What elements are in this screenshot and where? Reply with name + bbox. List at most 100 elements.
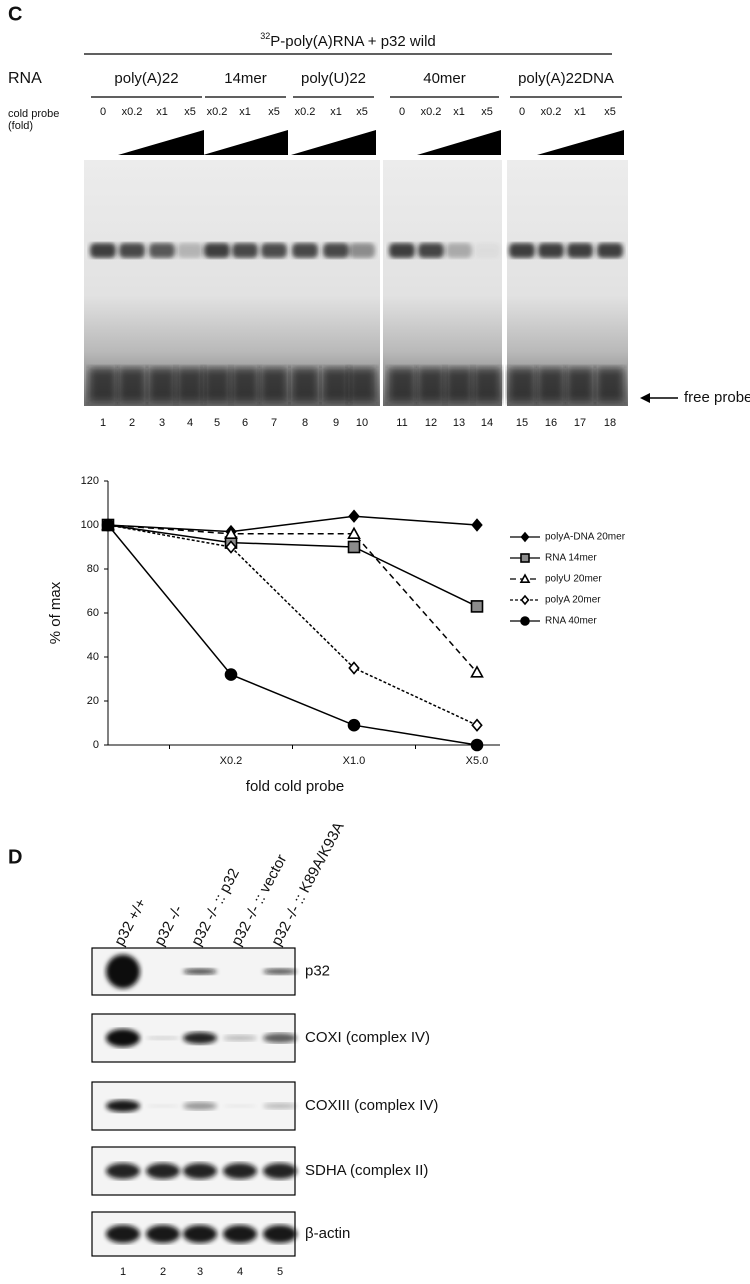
marker: [470, 600, 484, 613]
series-line: [107, 524, 478, 746]
gel-band: [418, 243, 444, 258]
gel-band: [204, 243, 230, 258]
lane-number: 15: [516, 417, 528, 429]
dose-wedge: [537, 130, 624, 155]
gel-panel: [383, 160, 502, 406]
blot-band: [146, 1163, 180, 1179]
lane-number: 10: [356, 417, 368, 429]
header-sup: 32: [260, 31, 270, 41]
gel-band: [446, 243, 472, 258]
series-line: [107, 524, 478, 673]
free-probe-band: [322, 368, 350, 402]
free-probe-band: [473, 368, 501, 402]
blot-band: [106, 954, 140, 989]
marker: [470, 665, 484, 678]
free-probe-band: [445, 368, 473, 402]
free-probe-band: [417, 368, 445, 402]
marker: [519, 573, 531, 583]
gel-band: [90, 243, 116, 258]
legend-label: polyU 20mer: [545, 574, 602, 585]
marker: [520, 616, 530, 626]
free-probe-band: [89, 368, 117, 402]
gel-band: [292, 243, 318, 258]
marker: [520, 594, 530, 606]
lane-number: 8: [302, 417, 308, 429]
x-tick-label: X5.0: [466, 755, 489, 767]
lane-condition: x5: [356, 106, 368, 118]
header-text: P-poly(A)RNA + p32 wild: [270, 33, 435, 50]
gel-panel: [84, 160, 380, 406]
lane-number: 1: [120, 1266, 126, 1278]
blot-band: [263, 1103, 297, 1109]
arrow-head: [640, 393, 650, 403]
gel-band: [509, 243, 535, 258]
panel-label: D: [8, 846, 22, 868]
series-line: [107, 524, 478, 608]
x-tick-label: X0.2: [220, 755, 243, 767]
marker: [520, 531, 530, 543]
free-probe-band: [176, 368, 204, 402]
gel-panel: [507, 160, 628, 406]
free-probe-band: [537, 368, 565, 402]
lane-number: 17: [574, 417, 586, 429]
group-label: poly(A)22: [114, 70, 178, 87]
lane-number: 1: [100, 417, 106, 429]
lane-condition: 0: [399, 106, 405, 118]
gel-band: [474, 243, 500, 258]
y-axis-label: % of max: [47, 581, 64, 644]
lane-number: 4: [237, 1266, 243, 1278]
gel-band: [323, 243, 349, 258]
blot-band: [183, 1225, 217, 1243]
dose-wedge: [118, 130, 204, 155]
gel-band: [232, 243, 258, 258]
lane-number: 7: [271, 417, 277, 429]
lane-condition: x0.2: [295, 106, 316, 118]
blot-band: [223, 1163, 257, 1179]
lane-condition: x5: [184, 106, 196, 118]
lane-number: 9: [333, 417, 339, 429]
lane-number: 11: [396, 417, 407, 429]
lane-condition: x1: [453, 106, 465, 118]
cold-probe-label: (fold): [8, 120, 33, 132]
dose-wedge: [291, 130, 376, 155]
gel-band: [567, 243, 593, 258]
panel-label: C: [8, 3, 22, 25]
lane-condition: x0.2: [207, 106, 228, 118]
marker: [520, 553, 530, 563]
lane-number: 2: [160, 1266, 166, 1278]
blot-label: p32: [305, 962, 330, 979]
marker: [347, 540, 361, 554]
lane-condition: x1: [330, 106, 342, 118]
blot-band: [146, 1036, 180, 1040]
blot-band: [106, 1163, 140, 1179]
blot-band: [183, 1163, 217, 1179]
blot-label: β-actin: [305, 1225, 350, 1242]
lane-header: p32 +/+: [111, 896, 150, 949]
blot-band: [263, 1033, 297, 1043]
lane-number: 3: [159, 417, 165, 429]
gel-band: [538, 243, 564, 258]
gel-band: [349, 243, 375, 258]
free-probe-band: [388, 368, 416, 402]
blot-label: SDHA (complex II): [305, 1162, 428, 1179]
blot-band: [263, 1225, 297, 1243]
group-label: poly(A)22DNA: [518, 70, 614, 87]
dose-wedge: [417, 130, 501, 155]
y-tick-label: 80: [87, 563, 99, 575]
free-probe-label: free probe: [684, 389, 750, 406]
free-probe-band: [596, 368, 624, 402]
marker: [347, 526, 361, 539]
free-probe-band: [508, 368, 536, 402]
legend-label: RNA 40mer: [545, 616, 597, 627]
blot-band: [146, 1225, 180, 1243]
lane-header: p32 -/- :: K89A/K93A: [268, 819, 348, 948]
lane-condition: 0: [100, 106, 106, 118]
free-probe-band: [203, 368, 231, 402]
free-probe-band: [260, 368, 288, 402]
series-line: [107, 524, 478, 726]
blot-band: [223, 1104, 257, 1108]
blot-label: COXI (complex IV): [305, 1029, 430, 1046]
lane-condition: x0.2: [421, 106, 442, 118]
gel-band: [119, 243, 145, 258]
